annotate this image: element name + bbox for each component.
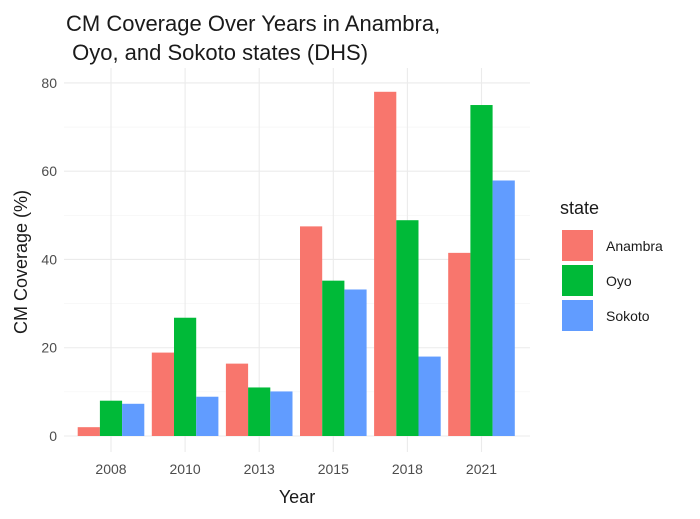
legend-key-sokoto	[562, 300, 593, 331]
bar-oyo-2015	[322, 280, 345, 436]
chart-title-line1: CM Coverage Over Years in Anambra,	[66, 11, 440, 36]
legend-key-anambra	[562, 230, 593, 261]
bar-oyo-2010	[174, 317, 197, 436]
y-axis-title: CM Coverage (%)	[11, 190, 31, 334]
x-tick-label: 2021	[466, 461, 497, 477]
bar-oyo-2021	[470, 105, 493, 437]
bar-sokoto-2013	[270, 391, 293, 436]
bar-anambra-2010	[151, 352, 174, 436]
x-tick-label: 2013	[244, 461, 275, 477]
y-tick-label: 80	[41, 75, 57, 91]
bar-anambra-2013	[225, 363, 249, 436]
x-axis-title: Year	[279, 487, 315, 507]
bar-anambra-2008	[77, 427, 100, 436]
y-tick-label: 60	[41, 163, 57, 179]
y-axis-ticks: 0 20 40 60 80	[41, 75, 57, 444]
bar-sokoto-2015	[344, 289, 367, 436]
x-axis-ticks: 2008 2010 2013 2015 2018 2021	[95, 461, 497, 477]
bar-oyo-2018	[396, 220, 419, 436]
bar-sokoto-2018	[418, 356, 441, 436]
x-tick-label: 2018	[392, 461, 423, 477]
bar-oyo-2013	[248, 387, 271, 436]
x-tick-label: 2015	[318, 461, 349, 477]
legend-label-anambra: Anambra	[606, 238, 663, 254]
bar-sokoto-2021	[492, 180, 515, 436]
legend-key-oyo	[562, 265, 593, 296]
bar-anambra-2021	[448, 252, 471, 436]
y-tick-label: 0	[49, 428, 57, 444]
bar-sokoto-2010	[196, 396, 219, 436]
chart-title-line2: Oyo, and Sokoto states (DHS)	[66, 40, 368, 65]
bar-anambra-2015	[300, 226, 323, 436]
y-tick-label: 20	[41, 340, 57, 356]
bar-sokoto-2008	[122, 403, 145, 436]
x-tick-label: 2010	[170, 461, 201, 477]
legend: state Anambra Oyo Sokoto	[560, 198, 663, 331]
legend-label-oyo: Oyo	[606, 273, 632, 289]
y-tick-label: 40	[41, 251, 57, 267]
bar-oyo-2008	[99, 400, 123, 436]
legend-label-sokoto: Sokoto	[606, 308, 650, 324]
bar-anambra-2018	[374, 91, 397, 436]
bars	[77, 91, 515, 437]
x-tick-label: 2008	[95, 461, 126, 477]
legend-title: state	[560, 198, 599, 218]
